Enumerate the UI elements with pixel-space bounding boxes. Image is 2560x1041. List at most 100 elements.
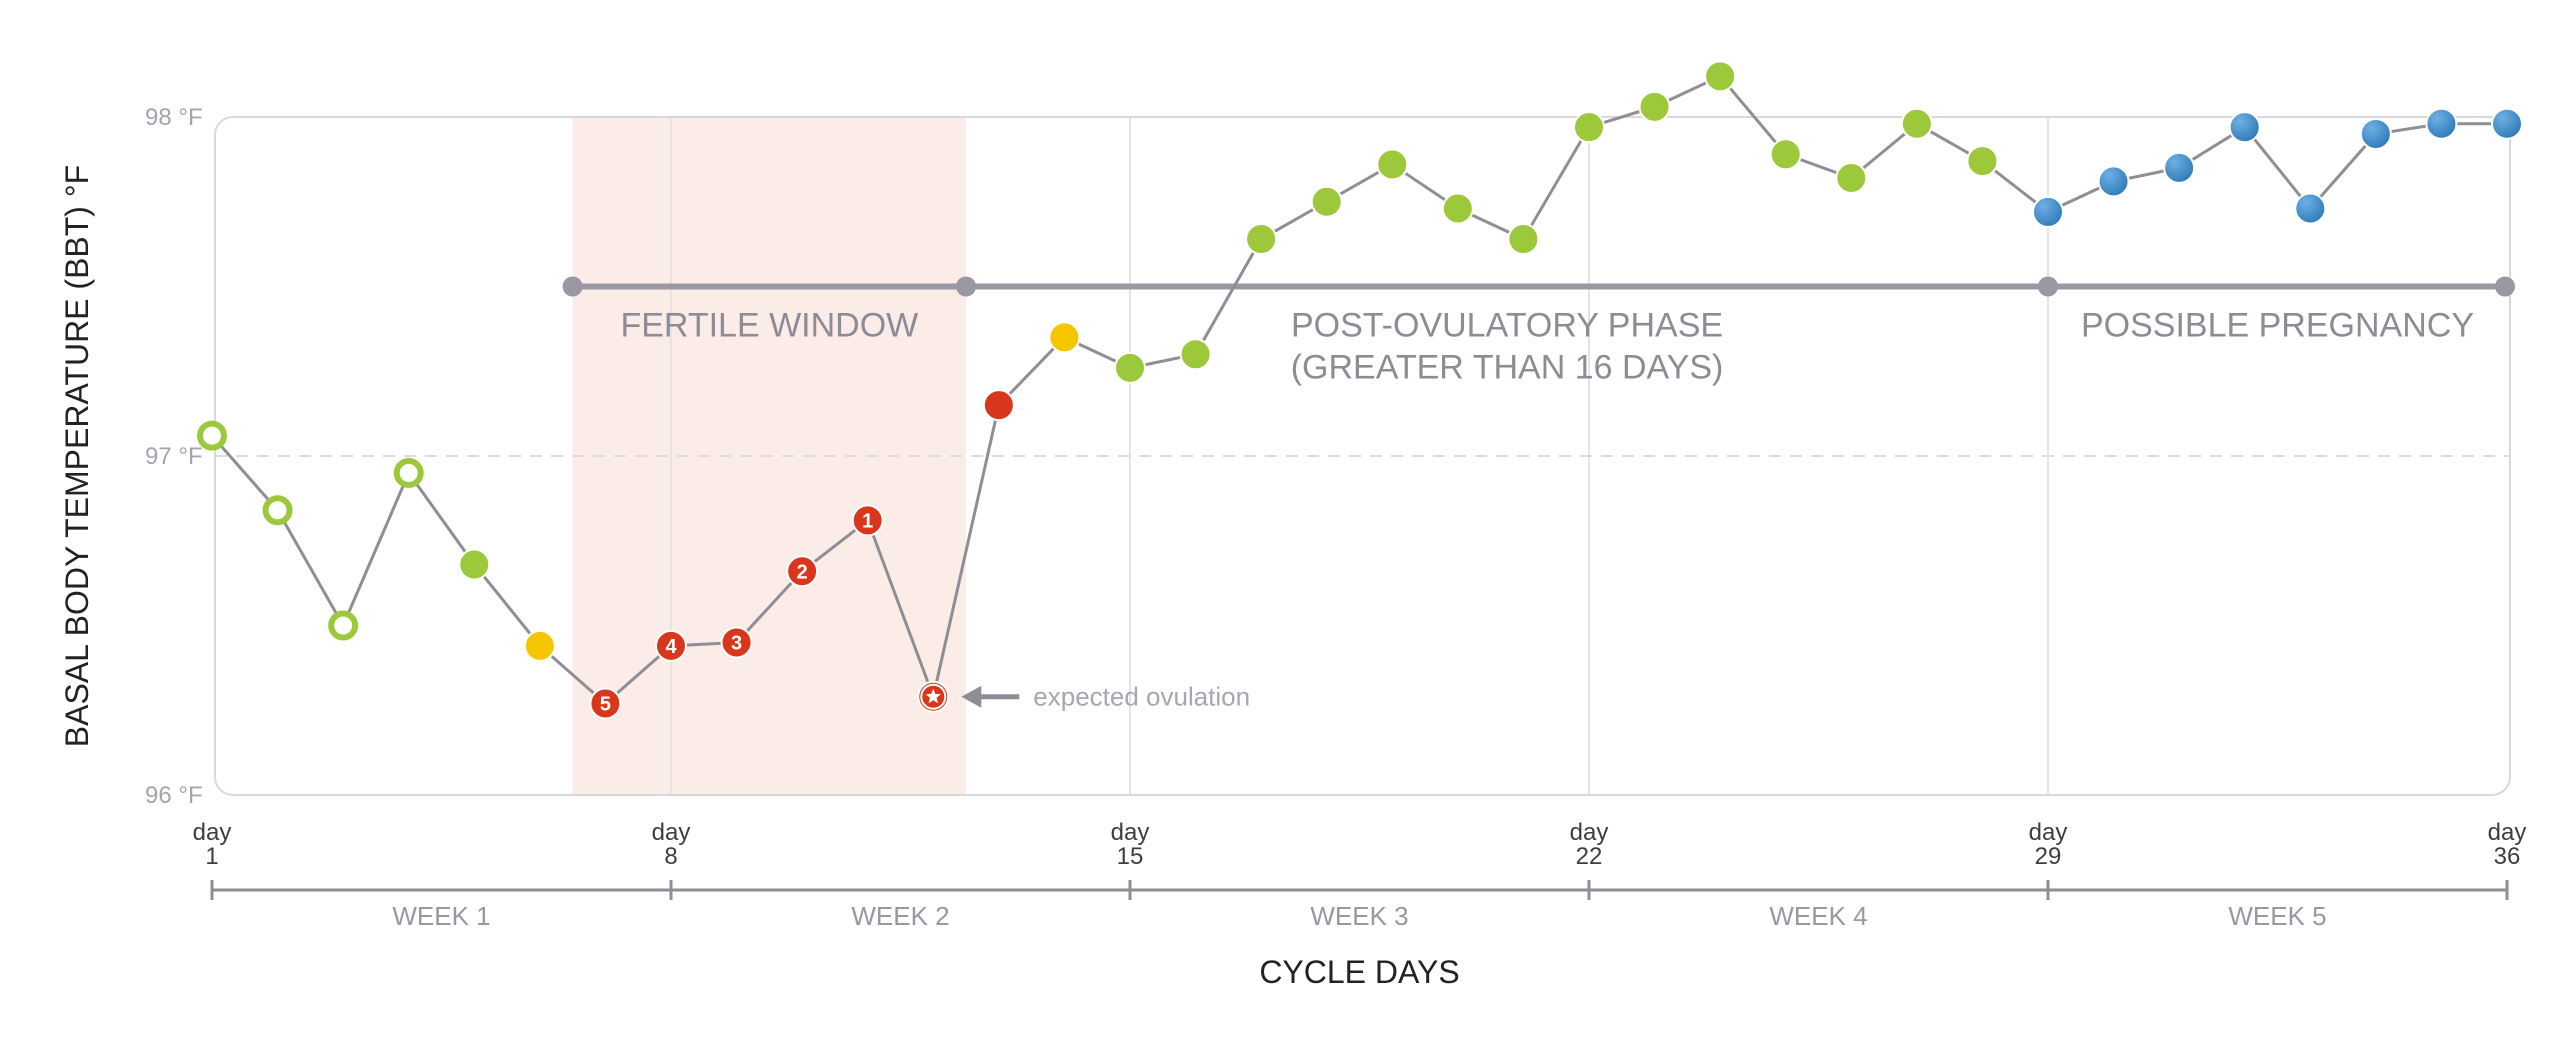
star-icon	[925, 688, 941, 704]
data-point	[2491, 107, 2523, 140]
point-marker	[262, 495, 293, 526]
point-marker	[2425, 107, 2458, 140]
data-point: 2	[786, 555, 819, 588]
y-tick-label: 98 °F	[145, 104, 203, 131]
point-marker	[851, 504, 884, 537]
data-point	[262, 495, 293, 526]
point-marker	[523, 629, 556, 662]
point-marker	[2163, 151, 2196, 184]
point-marker	[720, 626, 753, 659]
point-marker	[1310, 185, 1343, 218]
point-marker	[2359, 117, 2392, 150]
week-label: WEEK 1	[392, 901, 490, 931]
data-point: 1	[851, 504, 884, 537]
week-label: WEEK 5	[2228, 901, 2326, 931]
data-point	[1114, 351, 1146, 384]
point-marker	[2228, 111, 2261, 144]
data-point	[197, 420, 227, 451]
point-marker	[2097, 165, 2130, 198]
point-badge: 1	[862, 510, 873, 532]
point-badge: 2	[797, 561, 808, 583]
phase-marker	[562, 276, 583, 297]
x-tick-label: day 1	[193, 819, 232, 870]
data-point	[2425, 107, 2458, 140]
week-label: WEEK 3	[1310, 901, 1408, 931]
week-label: WEEK 4	[1769, 901, 1867, 931]
data-point: 5	[589, 687, 622, 720]
point-marker	[2032, 195, 2064, 228]
data-point	[1441, 192, 1474, 225]
week-label: WEEK 2	[851, 901, 949, 931]
week-axis: WEEK 1 WEEK 2 WEEK 3 WEEK 4 WEEK 5	[210, 880, 2509, 931]
point-marker	[982, 389, 1015, 422]
phase-label: FERTILE WINDOW	[620, 307, 918, 345]
point-marker	[1704, 60, 1737, 93]
x-tick-label: day 8	[652, 819, 691, 870]
data-point	[982, 389, 1015, 422]
data-point	[393, 457, 424, 488]
x-axis-ticks: day 1 day 8 day 15 day 22 day 29 day 36	[193, 819, 2527, 870]
plot-frame	[214, 116, 2511, 796]
y-axis-title: BASAL BODY TEMPERATURE (BBT) °F	[59, 165, 95, 747]
x-tick-label: day 29	[2029, 819, 2068, 870]
arrow-head-icon	[961, 685, 982, 708]
temperature-polyline	[210, 74, 2507, 705]
point-badge: 4	[665, 636, 677, 658]
point-marker	[1769, 138, 1802, 171]
point-marker	[458, 548, 491, 581]
data-point: 3	[720, 626, 753, 659]
data-point	[2359, 117, 2392, 150]
point-marker	[328, 610, 359, 641]
data-point	[1900, 107, 1933, 140]
data-point	[2163, 151, 2196, 184]
phase-label: POST-OVULATORY PHASE (GREATER THAN 16 DAY…	[1291, 307, 1724, 387]
x-tick-label: day 15	[1111, 819, 1150, 870]
point-marker	[1179, 338, 1212, 371]
point-marker	[393, 457, 424, 488]
data-point	[1245, 223, 1278, 256]
point-marker	[655, 629, 687, 662]
x-tick-label: day 36	[2488, 819, 2527, 870]
x-axis-title: CYCLE DAYS	[1259, 954, 1459, 990]
point-marker	[1376, 148, 1409, 181]
x-tick-label: day 22	[1570, 819, 1609, 870]
point-marker	[197, 420, 227, 451]
point-badge: 5	[600, 693, 611, 715]
point-marker	[1900, 107, 1933, 140]
data-point	[917, 680, 950, 713]
data-point	[1704, 60, 1737, 93]
data-point	[2228, 111, 2261, 144]
point-marker	[1966, 145, 1999, 178]
y-tick-label: 97 °F	[145, 443, 203, 470]
point-marker	[2294, 192, 2327, 225]
phase-label: POSSIBLE PREGNANCY	[2081, 307, 2474, 345]
data-point: 4	[655, 629, 687, 662]
point-marker	[786, 555, 819, 588]
data-point	[1835, 162, 1868, 195]
ovulation-annotation: expected ovulation	[961, 682, 1250, 712]
point-marker	[1507, 223, 1540, 256]
data-point	[1376, 148, 1409, 181]
point-marker	[1048, 321, 1081, 354]
data-point	[1769, 138, 1802, 171]
point-marker	[1114, 351, 1146, 384]
data-point	[1310, 185, 1343, 218]
data-point	[1048, 321, 1081, 354]
data-point	[1573, 111, 1605, 144]
point-marker	[1573, 111, 1605, 144]
temperature-points: 5 4 3 2 1	[197, 60, 2523, 720]
data-point	[328, 610, 359, 641]
point-marker	[2491, 107, 2523, 140]
star-ring	[920, 683, 947, 710]
data-point	[2294, 192, 2327, 225]
point-marker	[1245, 223, 1278, 256]
point-marker	[1638, 90, 1671, 123]
data-point	[2097, 165, 2130, 198]
point-marker	[589, 687, 622, 720]
data-point	[523, 629, 556, 662]
annotation-label: expected ovulation	[1033, 682, 1250, 712]
data-point	[458, 548, 491, 581]
grid	[215, 117, 2510, 795]
point-marker	[1441, 192, 1474, 225]
